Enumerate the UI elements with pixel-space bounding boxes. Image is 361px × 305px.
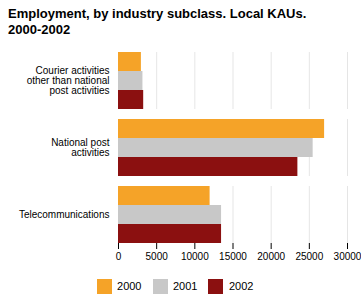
svg-text:Courier activitiesother than n: Courier activitiesother than nationalpos… bbox=[27, 65, 110, 96]
svg-text:5000: 5000 bbox=[146, 250, 169, 261]
html-text:2001: 2001 bbox=[173, 280, 198, 292]
svg-text:10000: 10000 bbox=[181, 250, 209, 261]
svg-text:National postactivities: National postactivities bbox=[51, 137, 110, 158]
svg-text:Telecommunications: Telecommunications bbox=[19, 209, 110, 220]
svg-text:15000: 15000 bbox=[219, 250, 247, 261]
svg-text:30000: 30000 bbox=[334, 250, 361, 261]
svg-text:25000: 25000 bbox=[295, 250, 323, 261]
html-text:Employment, by industry subcla: Employment, by industry subclass. Local … bbox=[8, 6, 307, 38]
html-text:2000: 2000 bbox=[117, 280, 142, 292]
svg-text:20000: 20000 bbox=[257, 250, 285, 261]
svg-text:0: 0 bbox=[116, 250, 122, 261]
html-text:2002: 2002 bbox=[229, 280, 254, 292]
